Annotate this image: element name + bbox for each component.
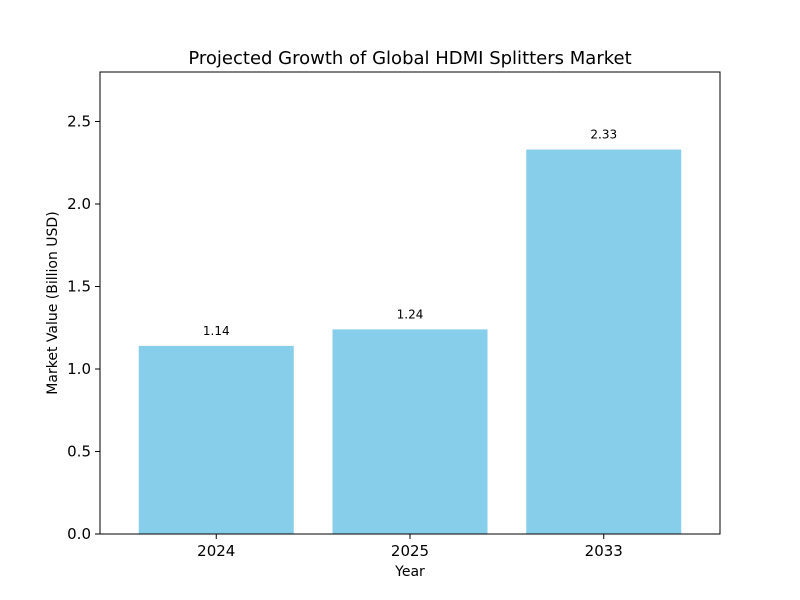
x-axis-label: Year xyxy=(394,564,425,580)
chart-title: Projected Growth of Global HDMI Splitter… xyxy=(188,48,631,69)
y-axis-label: Market Value (Billion USD) xyxy=(45,211,61,394)
bar-2025 xyxy=(332,329,488,534)
y-tick-label: 1.5 xyxy=(67,278,91,296)
y-tick-label: 0.0 xyxy=(67,525,91,543)
x-tick-label: 2033 xyxy=(585,542,623,560)
y-tick-label: 2.5 xyxy=(67,113,91,131)
y-tick-label: 1.0 xyxy=(67,360,91,378)
y-tick-label: 2.0 xyxy=(67,195,91,213)
y-tick-label: 0.5 xyxy=(67,443,91,461)
x-tick-label: 2025 xyxy=(391,542,429,560)
bar-2033 xyxy=(526,149,682,535)
y-axis: 0.0 0.5 1.0 1.5 2.0 2.5 xyxy=(67,113,100,543)
data-label-2033: 2.33 xyxy=(590,128,617,142)
x-tick-label: 2024 xyxy=(197,542,235,560)
data-label-2024: 1.14 xyxy=(203,324,230,338)
data-label-2025: 1.24 xyxy=(397,307,424,321)
x-axis: 2024 2025 2033 xyxy=(197,534,623,560)
bars-layer: 1.14 1.24 2.33 xyxy=(138,128,682,535)
bar-2024 xyxy=(138,345,294,534)
